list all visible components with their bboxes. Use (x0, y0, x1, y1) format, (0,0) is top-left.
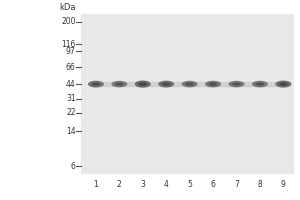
Ellipse shape (232, 82, 241, 86)
Ellipse shape (92, 82, 100, 86)
Ellipse shape (279, 82, 288, 86)
Text: 116: 116 (61, 40, 76, 49)
Ellipse shape (111, 81, 127, 87)
Text: 2: 2 (117, 180, 122, 189)
Ellipse shape (182, 81, 198, 87)
Text: 44: 44 (66, 80, 76, 89)
Ellipse shape (252, 81, 268, 87)
Text: 4: 4 (164, 180, 169, 189)
Text: 9: 9 (281, 180, 286, 189)
Ellipse shape (275, 81, 291, 88)
Text: 22: 22 (66, 108, 76, 117)
Ellipse shape (205, 81, 221, 87)
Text: 97: 97 (66, 47, 76, 56)
Text: 7: 7 (234, 180, 239, 189)
Ellipse shape (135, 81, 151, 88)
Ellipse shape (88, 81, 104, 88)
Text: 5: 5 (187, 180, 192, 189)
Text: 14: 14 (66, 127, 76, 136)
Ellipse shape (162, 82, 171, 86)
Ellipse shape (115, 82, 124, 86)
Ellipse shape (229, 81, 244, 87)
Text: kDa: kDa (59, 3, 76, 12)
Text: 6: 6 (71, 162, 76, 171)
Text: 6: 6 (211, 180, 215, 189)
Ellipse shape (256, 82, 264, 86)
Ellipse shape (158, 81, 174, 88)
Ellipse shape (209, 82, 218, 86)
Text: 66: 66 (66, 63, 76, 72)
Text: 1: 1 (94, 180, 98, 189)
Text: 8: 8 (257, 180, 262, 189)
Ellipse shape (138, 82, 147, 86)
Text: 200: 200 (61, 17, 76, 26)
Ellipse shape (185, 82, 194, 86)
Text: 3: 3 (140, 180, 145, 189)
Bar (89, 82, 290, 86)
Text: 31: 31 (66, 94, 76, 103)
